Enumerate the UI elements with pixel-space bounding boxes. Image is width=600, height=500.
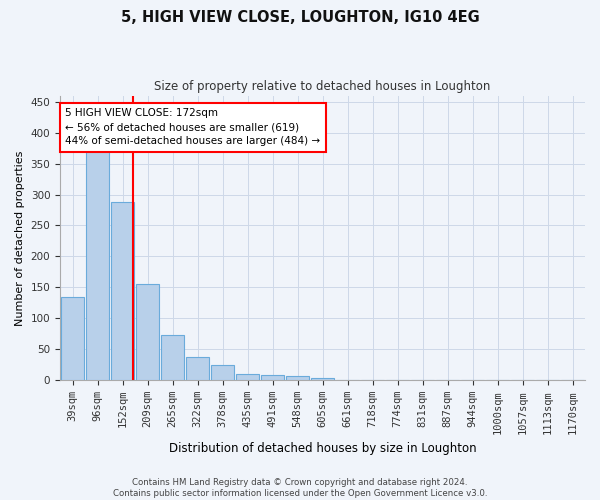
Title: Size of property relative to detached houses in Loughton: Size of property relative to detached ho…	[154, 80, 491, 93]
Bar	[311, 378, 334, 380]
Bar	[86, 151, 109, 380]
Text: Contains HM Land Registry data © Crown copyright and database right 2024.
Contai: Contains HM Land Registry data © Crown c…	[113, 478, 487, 498]
X-axis label: Distribution of detached houses by size in Loughton: Distribution of detached houses by size …	[169, 442, 476, 455]
Y-axis label: Number of detached properties: Number of detached properties	[15, 150, 25, 326]
Bar	[186, 358, 209, 380]
Bar	[111, 202, 134, 380]
Bar	[211, 364, 234, 380]
Bar	[61, 296, 84, 380]
Bar	[236, 374, 259, 380]
Bar	[261, 375, 284, 380]
Bar	[136, 284, 159, 380]
Bar	[286, 376, 309, 380]
Text: 5 HIGH VIEW CLOSE: 172sqm
← 56% of detached houses are smaller (619)
44% of semi: 5 HIGH VIEW CLOSE: 172sqm ← 56% of detac…	[65, 108, 320, 146]
Bar	[161, 335, 184, 380]
Text: 5, HIGH VIEW CLOSE, LOUGHTON, IG10 4EG: 5, HIGH VIEW CLOSE, LOUGHTON, IG10 4EG	[121, 10, 479, 25]
